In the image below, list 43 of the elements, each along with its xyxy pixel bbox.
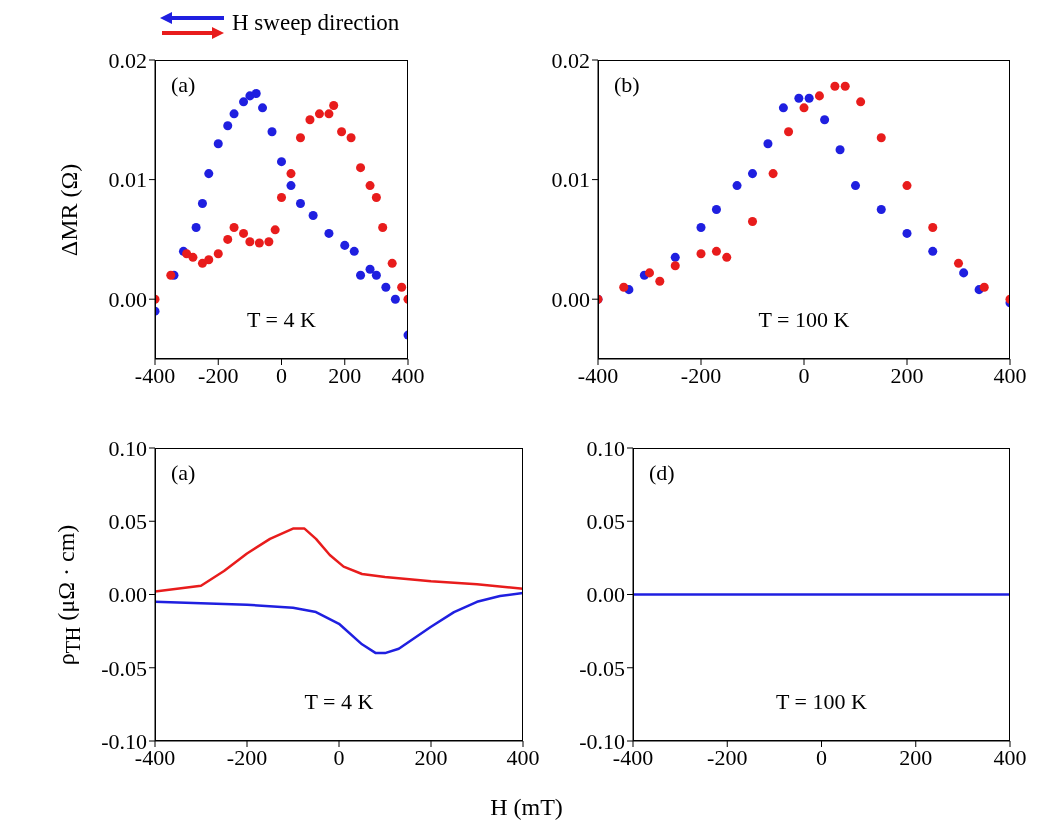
y-tick-label: 0.00 bbox=[551, 287, 590, 313]
y-axis-title: ΔMR (Ω) bbox=[55, 163, 83, 256]
annotation: (a) bbox=[171, 72, 196, 98]
annotation: (b) bbox=[614, 72, 640, 98]
x-tick-label: 400 bbox=[993, 744, 1027, 770]
y-tick-label: 0.05 bbox=[108, 509, 147, 535]
y-tick-label: 0.02 bbox=[551, 47, 590, 73]
x-tick-label: 0 bbox=[798, 362, 810, 388]
x-tick-label: -200 bbox=[226, 744, 268, 770]
annotation: T = 4 K bbox=[303, 689, 375, 715]
y-tick-label: 0.02 bbox=[108, 47, 147, 73]
x-tick-label: -200 bbox=[707, 744, 748, 770]
x-tick-label: -200 bbox=[198, 362, 239, 388]
y-tick-label: -0.05 bbox=[101, 655, 147, 681]
y-tick-label: 0.05 bbox=[586, 509, 625, 535]
x-tick-label: 400 bbox=[391, 362, 425, 388]
y-tick-label: 0.01 bbox=[551, 167, 590, 193]
x-tick-label: 400 bbox=[506, 744, 540, 770]
x-tick-label: 0 bbox=[276, 362, 287, 388]
x-tick-label: 400 bbox=[993, 362, 1027, 388]
x-tick-label: 200 bbox=[899, 744, 933, 770]
annotation: T = 100 K bbox=[757, 307, 851, 333]
y-tick-label: 0.00 bbox=[108, 287, 147, 313]
x-tick-label: 200 bbox=[414, 744, 448, 770]
y-tick-label: 0.00 bbox=[108, 582, 147, 608]
annotation: (a) bbox=[171, 460, 196, 486]
x-tick-label: 0 bbox=[333, 744, 345, 770]
x-tick-label: 200 bbox=[328, 362, 362, 388]
x-axis-title: H (mT) bbox=[489, 794, 564, 821]
annotation: T = 100 K bbox=[775, 689, 868, 715]
y-tick-label: -0.05 bbox=[579, 655, 625, 681]
legend-title: H sweep direction bbox=[232, 10, 400, 36]
y-tick-label: 0.00 bbox=[586, 582, 625, 608]
y-tick-label: 0.01 bbox=[108, 167, 147, 193]
x-tick-label: -400 bbox=[577, 362, 619, 388]
x-tick-label: 200 bbox=[890, 362, 924, 388]
annotation: (d) bbox=[649, 460, 675, 486]
annotation: T = 4 K bbox=[246, 307, 317, 333]
y-tick-label: 0.10 bbox=[108, 435, 147, 461]
x-tick-label: -200 bbox=[680, 362, 722, 388]
y-tick-label: 0.10 bbox=[586, 435, 625, 461]
x-tick-label: -400 bbox=[134, 362, 176, 388]
x-tick-label: 0 bbox=[816, 744, 827, 770]
